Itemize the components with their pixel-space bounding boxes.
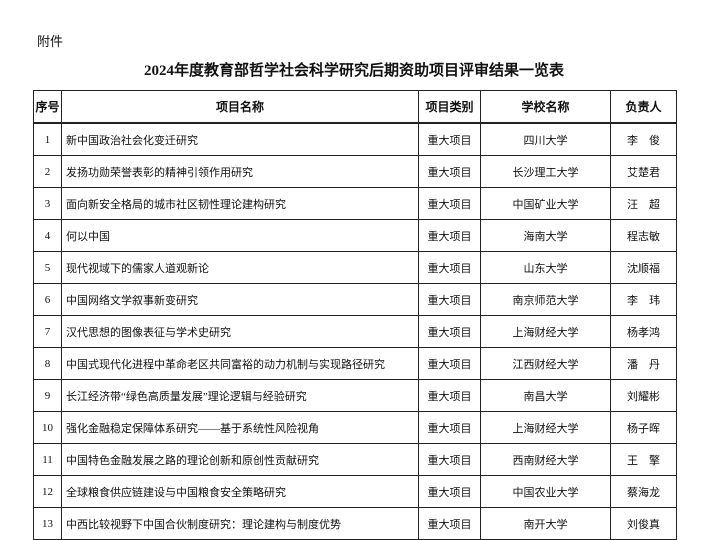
school-name: 长沙理工大学 xyxy=(480,155,611,188)
row-number: 4 xyxy=(33,219,62,252)
project-category: 重大项目 xyxy=(418,475,481,508)
row-number: 2 xyxy=(33,155,62,188)
project-name: 中国式现代化进程中革命老区共同富裕的动力机制与实现路径研究 xyxy=(61,347,419,380)
row-number: 6 xyxy=(33,283,62,316)
principal: 杨孝鸿 xyxy=(610,315,677,348)
table-row: 8 中国式现代化进程中革命老区共同富裕的动力机制与实现路径研究 重大项目 江西财经大学… xyxy=(33,347,677,380)
project-name: 强化金融稳定保障体系研究——基于系统性风险视角 xyxy=(61,411,419,444)
project-category: 重大项目 xyxy=(418,411,481,444)
row-number: 10 xyxy=(33,411,62,444)
column-header: 项目名称 xyxy=(61,90,419,124)
column-header: 序号 xyxy=(33,90,62,124)
project-category: 重大项目 xyxy=(418,122,481,156)
principal: 杨子晖 xyxy=(610,411,677,444)
principal: 沈顺福 xyxy=(610,251,677,284)
school-name: 海南大学 xyxy=(480,219,611,252)
table-row: 7 汉代思想的图像表征与学术史研究 重大项目 上海财经大学 杨孝鸿 xyxy=(33,315,677,348)
column-header: 项目类别 xyxy=(418,90,481,124)
school-name: 江西财经大学 xyxy=(480,347,611,380)
page: {"header": {"annex": "附件", "title": "202… xyxy=(33,34,677,540)
table-row: 12 全球粮食供应链建设与中国粮食安全策略研究 重大项目 中国农业大学 蔡海龙 xyxy=(33,475,677,508)
row-number: 8 xyxy=(33,347,62,380)
project-category: 重大项目 xyxy=(418,155,481,188)
project-name: 中国网络文学叙事新变研究 xyxy=(61,283,419,316)
header-row: 序号 项目名称 项目类别 学校名称 负责人 xyxy=(33,90,677,124)
school-name: 南昌大学 xyxy=(480,379,611,412)
principal: 王 擎 xyxy=(610,443,677,476)
principal: 艾楚君 xyxy=(610,155,677,188)
school-name: 中国矿业大学 xyxy=(480,187,611,220)
project-category: 重大项目 xyxy=(418,347,481,380)
results-table: 序号 项目名称 项目类别 学校名称 负责人 1 新中国政治社会化变迁研究 重大项目 四川大学李… xyxy=(33,90,677,540)
row-number: 3 xyxy=(33,187,62,220)
project-name: 中国特色金融发展之路的理论创新和原创性贡献研究 xyxy=(61,443,419,476)
table-row: 2 发扬功勋荣誉表彰的精神引领作用研究 重大项目 长沙理工大学 艾楚君 xyxy=(33,155,677,188)
table-row: 4 何以中国 重大项目 海南大学 程志敏 xyxy=(33,219,677,252)
project-name: 中西比较视野下中国合伙制度研究：理论建构与制度优势 xyxy=(61,507,419,540)
school-name: 上海财经大学 xyxy=(480,411,611,444)
row-number: 11 xyxy=(33,443,62,476)
project-name: 何以中国 xyxy=(61,219,419,252)
project-name: 长江经济带“绿色高质量发展”理论逻辑与经验研究 xyxy=(61,379,419,412)
principal: 刘俊真 xyxy=(610,507,677,540)
principal: 程志敏 xyxy=(610,219,677,252)
project-category: 重大项目 xyxy=(418,507,481,540)
table-row: 10 强化金融稳定保障体系研究——基于系统性风险视角 重大项目 上海财经大学 杨子晖 xyxy=(33,411,677,444)
document-title: 2024年度教育部哲学社会科学研究后期资助项目评审结果一览表 xyxy=(143,63,564,79)
project-name: 发扬功勋荣誉表彰的精神引领作用研究 xyxy=(61,155,419,188)
principal: 潘 丹 xyxy=(610,347,677,380)
principal: 汪 超 xyxy=(610,187,677,220)
principal: 李 俊 xyxy=(610,122,677,156)
project-category: 重大项目 xyxy=(418,315,481,348)
table-row: 6 中国网络文学叙事新变研究 重大项目 南京师范大学李 玮 xyxy=(33,283,677,316)
project-category: 重大项目 xyxy=(418,187,481,220)
school-name: 山东大学 xyxy=(480,251,611,284)
table-row: 13 中西比较视野下中国合伙制度研究：理论建构与制度优势 重大项目 南开大学 刘俊真 xyxy=(33,507,677,540)
school-name: 中国农业大学 xyxy=(480,475,611,508)
row-number: 7 xyxy=(33,315,62,348)
project-name: 新中国政治社会化变迁研究 xyxy=(61,122,419,156)
project-category: 重大项目 xyxy=(418,443,481,476)
school-name: 西南财经大学 xyxy=(480,443,611,476)
row-number: 12 xyxy=(33,475,62,508)
project-category: 重大项目 xyxy=(418,283,481,316)
principal: 蔡海龙 xyxy=(610,475,677,508)
row-number: 9 xyxy=(33,379,62,412)
project-category: 重大项目 xyxy=(418,251,481,284)
table-row: 11 中国特色金融发展之路的理论创新和原创性贡献研究 重大项目 西南财经大学王 擎 xyxy=(33,443,677,476)
project-name: 现代视域下的儒家人道观新论 xyxy=(61,251,419,284)
table-row: 3 面向新安全格局的城市社区韧性理论建构研究 重大项目 中国矿业大学汪 超 xyxy=(33,187,677,220)
project-name: 面向新安全格局的城市社区韧性理论建构研究 xyxy=(61,187,419,220)
table-row: 5 现代视域下的儒家人道观新论 重大项目 山东大学 沈顺福 xyxy=(33,251,677,284)
principal: 刘耀彬 xyxy=(610,379,677,412)
row-number: 5 xyxy=(33,251,62,284)
column-header: 学校名称 xyxy=(480,90,611,124)
school-name: 南京师范大学 xyxy=(480,283,611,316)
school-name: 上海财经大学 xyxy=(480,315,611,348)
row-number: 13 xyxy=(33,507,62,540)
project-category: 重大项目 xyxy=(418,379,481,412)
project-category: 重大项目 xyxy=(418,219,481,252)
table-row: 9 长江经济带“绿色高质量发展”理论逻辑与经验研究 重大项目 南昌大学 刘耀彬 xyxy=(33,379,677,412)
table-row: 1 新中国政治社会化变迁研究 重大项目 四川大学李 俊 xyxy=(33,122,677,156)
project-name: 全球粮食供应链建设与中国粮食安全策略研究 xyxy=(61,475,419,508)
principal: 李 玮 xyxy=(610,283,677,316)
annex-label: 附件 xyxy=(37,34,64,49)
row-number: 1 xyxy=(33,122,62,156)
school-name: 四川大学 xyxy=(480,122,611,156)
column-header: 负责人 xyxy=(610,90,677,124)
project-name: 汉代思想的图像表征与学术史研究 xyxy=(61,315,419,348)
school-name: 南开大学 xyxy=(480,507,611,540)
